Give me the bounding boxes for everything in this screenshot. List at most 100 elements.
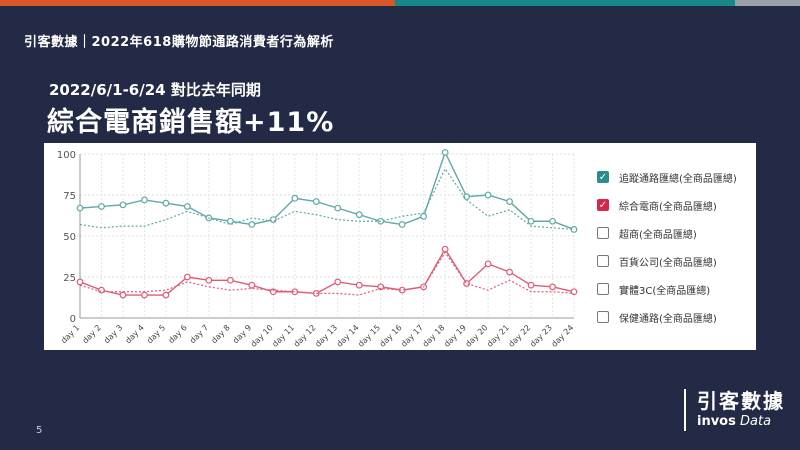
series-0-point-13: [355, 211, 363, 219]
series-0-point-21: [527, 217, 535, 225]
series-0-point-0: [76, 204, 84, 212]
legend-label-1: 綜合電商(全商品匯總): [619, 201, 717, 213]
report-header-title: 引客數據｜2022年618購物節通路消費者行為解析: [24, 35, 334, 50]
series-2-point-8: [248, 281, 256, 289]
legend-checkbox-1[interactable]: ✓: [597, 199, 609, 211]
x-tick-label-11: day 12: [292, 323, 318, 349]
x-tick-label-4: day 5: [145, 323, 167, 345]
series-0-point-19: [484, 191, 492, 199]
top-bar-segment-teal: [395, 0, 735, 6]
legend-checkbox-0[interactable]: ✓: [597, 171, 609, 183]
series-2-point-3: [141, 291, 148, 299]
series-0-point-1: [98, 203, 105, 210]
legend-checkbox-2[interactable]: [597, 227, 609, 239]
x-tick-label-10: day 11: [270, 323, 296, 349]
legend-item-5[interactable]: 保健通路(全商品匯總): [597, 303, 747, 331]
series-0-point-22: [549, 217, 556, 225]
series-0-point-3: [141, 196, 148, 204]
series-2-point-17: [441, 245, 449, 253]
legend-item-2[interactable]: 超商(全商品匯總): [597, 219, 747, 247]
legend-item-0[interactable]: ✓ 追蹤通路匯總(全商品匯總): [597, 163, 747, 191]
series-2-point-20: [506, 268, 513, 276]
chart-panel: 0 25 50 75 100 day 1 day 2 day 3 day 4 day 5 day 6…: [44, 143, 756, 350]
brand-logo-sub: invos Data: [697, 414, 771, 429]
series-2-point-4: [162, 291, 170, 299]
x-tick-label-19: day 20: [464, 323, 490, 349]
series-2-point-22: [549, 283, 556, 291]
series-2-point-21: [527, 281, 535, 289]
series-0-point-12: [334, 204, 342, 212]
series-2-point-7: [226, 276, 234, 284]
legend-checkbox-4[interactable]: [597, 283, 609, 295]
x-tick-label-2: day 3: [102, 323, 124, 345]
y-tick-label-1: 25: [63, 273, 76, 284]
y-tick-label-2: 50: [63, 232, 76, 243]
series-0-point-5: [183, 203, 191, 210]
legend-label-4: 實體3C(全商品匯總): [619, 285, 711, 297]
series-0-point-16: [420, 212, 428, 220]
x-tick-label-1: day 2: [81, 323, 103, 345]
series-2-point-0: [76, 278, 84, 286]
series-2-point-13: [355, 281, 363, 289]
legend-item-3[interactable]: 百貨公司(全商品匯總): [597, 247, 747, 275]
x-tick-label-21: day 22: [507, 323, 533, 349]
chart-legend: ✓ 追蹤通路匯總(全商品匯總) ✓ 綜合電商(全商品匯總) 超商(全商品匯總) 百貨公司(…: [597, 163, 747, 331]
y-tick-label-4: 100: [57, 150, 76, 161]
legend-label-3: 百貨公司(全商品匯總): [619, 257, 717, 269]
x-tick-label-5: day 6: [167, 323, 189, 345]
x-tick-label-12: day 13: [313, 323, 339, 349]
series-0-point-4: [162, 199, 170, 207]
legend-label-5: 保健通路(全商品匯總): [619, 313, 717, 325]
series-line-2: [79, 247, 575, 296]
slide-subtitle: 2022/6/1-6/24 對比去年同期: [49, 81, 261, 99]
brand-top-bar: [0, 0, 800, 6]
x-tick-label-16: day 17: [399, 323, 425, 349]
series-line-3: [79, 251, 575, 296]
legend-checkbox-3[interactable]: [597, 255, 609, 267]
legend-checkbox-5[interactable]: [597, 311, 609, 323]
series-2-point-2: [119, 291, 127, 299]
legend-label-0: 追蹤通路匯總(全商品匯總): [619, 173, 737, 185]
legend-label-2: 超商(全商品匯總): [619, 229, 697, 241]
x-tick-label-15: day 16: [378, 323, 404, 349]
series-0-point-2: [119, 201, 127, 209]
series-2-point-23: [570, 288, 578, 296]
page-number: 5: [36, 425, 43, 436]
x-tick-label-14: day 15: [356, 323, 382, 349]
x-tick-label-23: day 24: [550, 323, 576, 349]
logo-divider: [684, 389, 686, 431]
x-tick-label-18: day 19: [442, 323, 468, 349]
series-0-point-17: [441, 148, 449, 156]
series-0-point-11: [312, 198, 320, 205]
legend-item-1[interactable]: ✓ 綜合電商(全商品匯總): [597, 191, 747, 219]
series-line-0: [79, 150, 575, 231]
series-0-point-20: [506, 198, 513, 205]
series-0-point-15: [398, 221, 406, 228]
series-0-point-9: [269, 216, 277, 223]
logo-sub-italic: Data: [740, 414, 772, 429]
series-0-point-8: [248, 221, 256, 228]
series-2-point-14: [377, 283, 385, 291]
brand-logo: 引客數據: [697, 389, 785, 413]
y-tick-label-0: 0: [70, 314, 76, 325]
logo-sub-bold: invos: [697, 414, 736, 429]
top-bar-segment-orange: [0, 0, 395, 6]
x-tick-label-7: day 8: [210, 323, 232, 345]
series-0-point-7: [226, 217, 234, 225]
slide-title: 綜合電商銷售額+11%: [47, 107, 335, 138]
series-2-point-12: [334, 278, 342, 286]
x-tick-label-17: day 18: [421, 323, 447, 349]
x-tick-label-13: day 14: [335, 323, 361, 349]
series-2-point-5: [183, 273, 191, 281]
x-tick-label-20: day 21: [485, 323, 511, 349]
x-tick-label-0: day 1: [59, 323, 81, 345]
top-bar-segment-gray: [735, 0, 800, 6]
series-0-point-10: [291, 194, 299, 202]
x-tick-label-9: day 10: [249, 323, 275, 349]
x-tick-label-22: day 23: [528, 323, 554, 349]
series-2-point-9: [269, 288, 277, 296]
legend-item-4[interactable]: 實體3C(全商品匯總): [597, 275, 747, 303]
series-2-point-19: [484, 260, 492, 268]
x-tick-label-3: day 4: [124, 323, 146, 345]
series-2-point-6: [205, 276, 213, 284]
